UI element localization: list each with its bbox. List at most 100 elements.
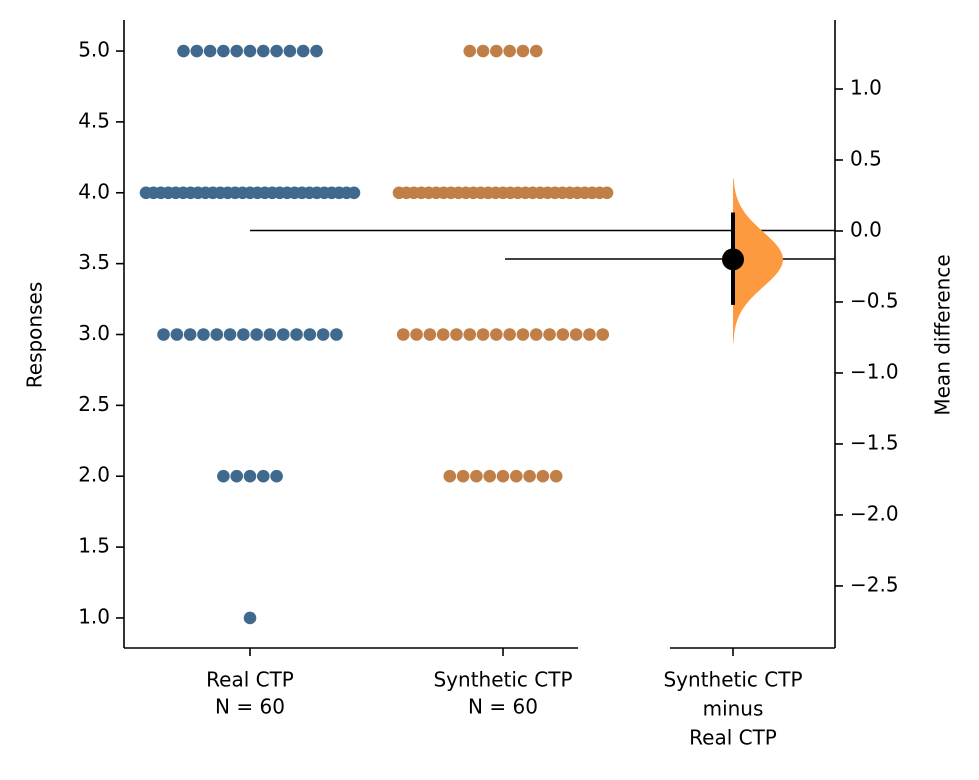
- dot: [436, 328, 450, 341]
- dot: [529, 44, 543, 58]
- dot: [230, 44, 243, 58]
- x-tick-label: Real CTP: [689, 726, 777, 750]
- dot: [303, 328, 317, 341]
- dot: [177, 44, 190, 58]
- dot: [217, 469, 230, 483]
- y2-tick-label: 1.0: [850, 76, 882, 100]
- dot: [456, 469, 470, 483]
- y2-tick-label: 0.5: [850, 146, 882, 170]
- dot: [157, 328, 170, 341]
- y-axis-label: Responses: [23, 282, 47, 388]
- dot: [423, 328, 437, 341]
- dot: [503, 328, 516, 341]
- swarm-row: [217, 469, 283, 483]
- dot: [536, 469, 550, 483]
- dot: [276, 328, 290, 341]
- x-tick-label: Synthetic CTP: [433, 668, 572, 692]
- swarm-row: [443, 469, 563, 483]
- y-tick-label: 1.0: [78, 604, 110, 628]
- dot: [347, 186, 361, 200]
- dot: [270, 469, 283, 483]
- y2-tick-label: 0.0: [850, 217, 882, 241]
- dot: [583, 328, 596, 341]
- dot: [170, 328, 184, 341]
- dot: [237, 328, 250, 341]
- dot: [490, 328, 503, 341]
- dot: [243, 611, 257, 625]
- dot: [217, 44, 230, 58]
- dot: [257, 44, 270, 58]
- dot: [263, 328, 277, 341]
- y2-tick-label: −0.5: [850, 288, 899, 312]
- mean-difference-point: [722, 248, 744, 271]
- dot: [316, 328, 330, 341]
- swarm-row: [139, 186, 361, 200]
- dot: [529, 328, 543, 341]
- y-tick-label: 2.0: [78, 463, 110, 487]
- x-tick-label: minus: [703, 697, 764, 721]
- y2-tick-label: −1.5: [850, 430, 899, 454]
- dot: [510, 469, 523, 483]
- dot: [310, 44, 323, 58]
- y2-tick-label: −1.0: [850, 359, 899, 383]
- y2-axis-label: Mean difference: [931, 254, 955, 415]
- dot: [257, 469, 270, 483]
- y-tick-label: 4.0: [78, 179, 110, 203]
- swarm-row: [177, 44, 323, 58]
- dot: [250, 328, 263, 341]
- dot: [516, 44, 530, 58]
- dot: [396, 328, 410, 341]
- dot: [230, 469, 243, 483]
- dot: [270, 44, 283, 58]
- swarm-row: [392, 186, 614, 200]
- dot: [596, 328, 610, 341]
- y-tick-label: 2.5: [78, 392, 110, 416]
- dot: [503, 44, 516, 58]
- dot: [210, 328, 224, 341]
- dot: [470, 469, 483, 483]
- y-tick-label: 3.0: [78, 321, 110, 345]
- dot: [183, 328, 197, 341]
- dot: [243, 44, 257, 58]
- swarm-row: [463, 44, 543, 58]
- y2-tick-label: −2.0: [850, 501, 899, 525]
- x-tick-label: Synthetic CTP: [663, 668, 802, 692]
- y-tick-label: 5.0: [78, 38, 110, 62]
- y-tick-label: 4.5: [78, 108, 110, 132]
- dot: [463, 44, 477, 58]
- dot: [203, 44, 217, 58]
- dot: [463, 328, 477, 341]
- dot: [443, 469, 457, 483]
- y2-tick-label: −2.5: [850, 572, 899, 596]
- dot: [223, 328, 237, 341]
- dot: [476, 328, 490, 341]
- dot: [569, 328, 583, 341]
- dot: [600, 186, 614, 200]
- dot: [243, 469, 257, 483]
- dot: [410, 328, 423, 341]
- dot: [523, 469, 536, 483]
- swarm-row: [396, 328, 610, 341]
- x-tick-label: N = 60: [468, 695, 538, 719]
- dot: [190, 44, 204, 58]
- dot: [290, 328, 303, 341]
- dot: [549, 469, 563, 483]
- dot: [556, 328, 570, 341]
- x-tick-label: Real CTP: [206, 668, 294, 692]
- dot: [543, 328, 556, 341]
- dot: [197, 328, 210, 341]
- bootstrap-violin: [733, 178, 783, 344]
- dot: [450, 328, 463, 341]
- dot: [516, 328, 530, 341]
- dot: [490, 44, 503, 58]
- x-tick-label: N = 60: [215, 695, 285, 719]
- dot: [496, 469, 510, 483]
- dot: [476, 44, 490, 58]
- dot: [483, 469, 497, 483]
- dot: [330, 328, 343, 341]
- y-tick-label: 1.5: [78, 534, 110, 558]
- swarm-row: [157, 328, 343, 341]
- y-tick-label: 3.5: [78, 250, 110, 274]
- swarm-row: [243, 611, 257, 625]
